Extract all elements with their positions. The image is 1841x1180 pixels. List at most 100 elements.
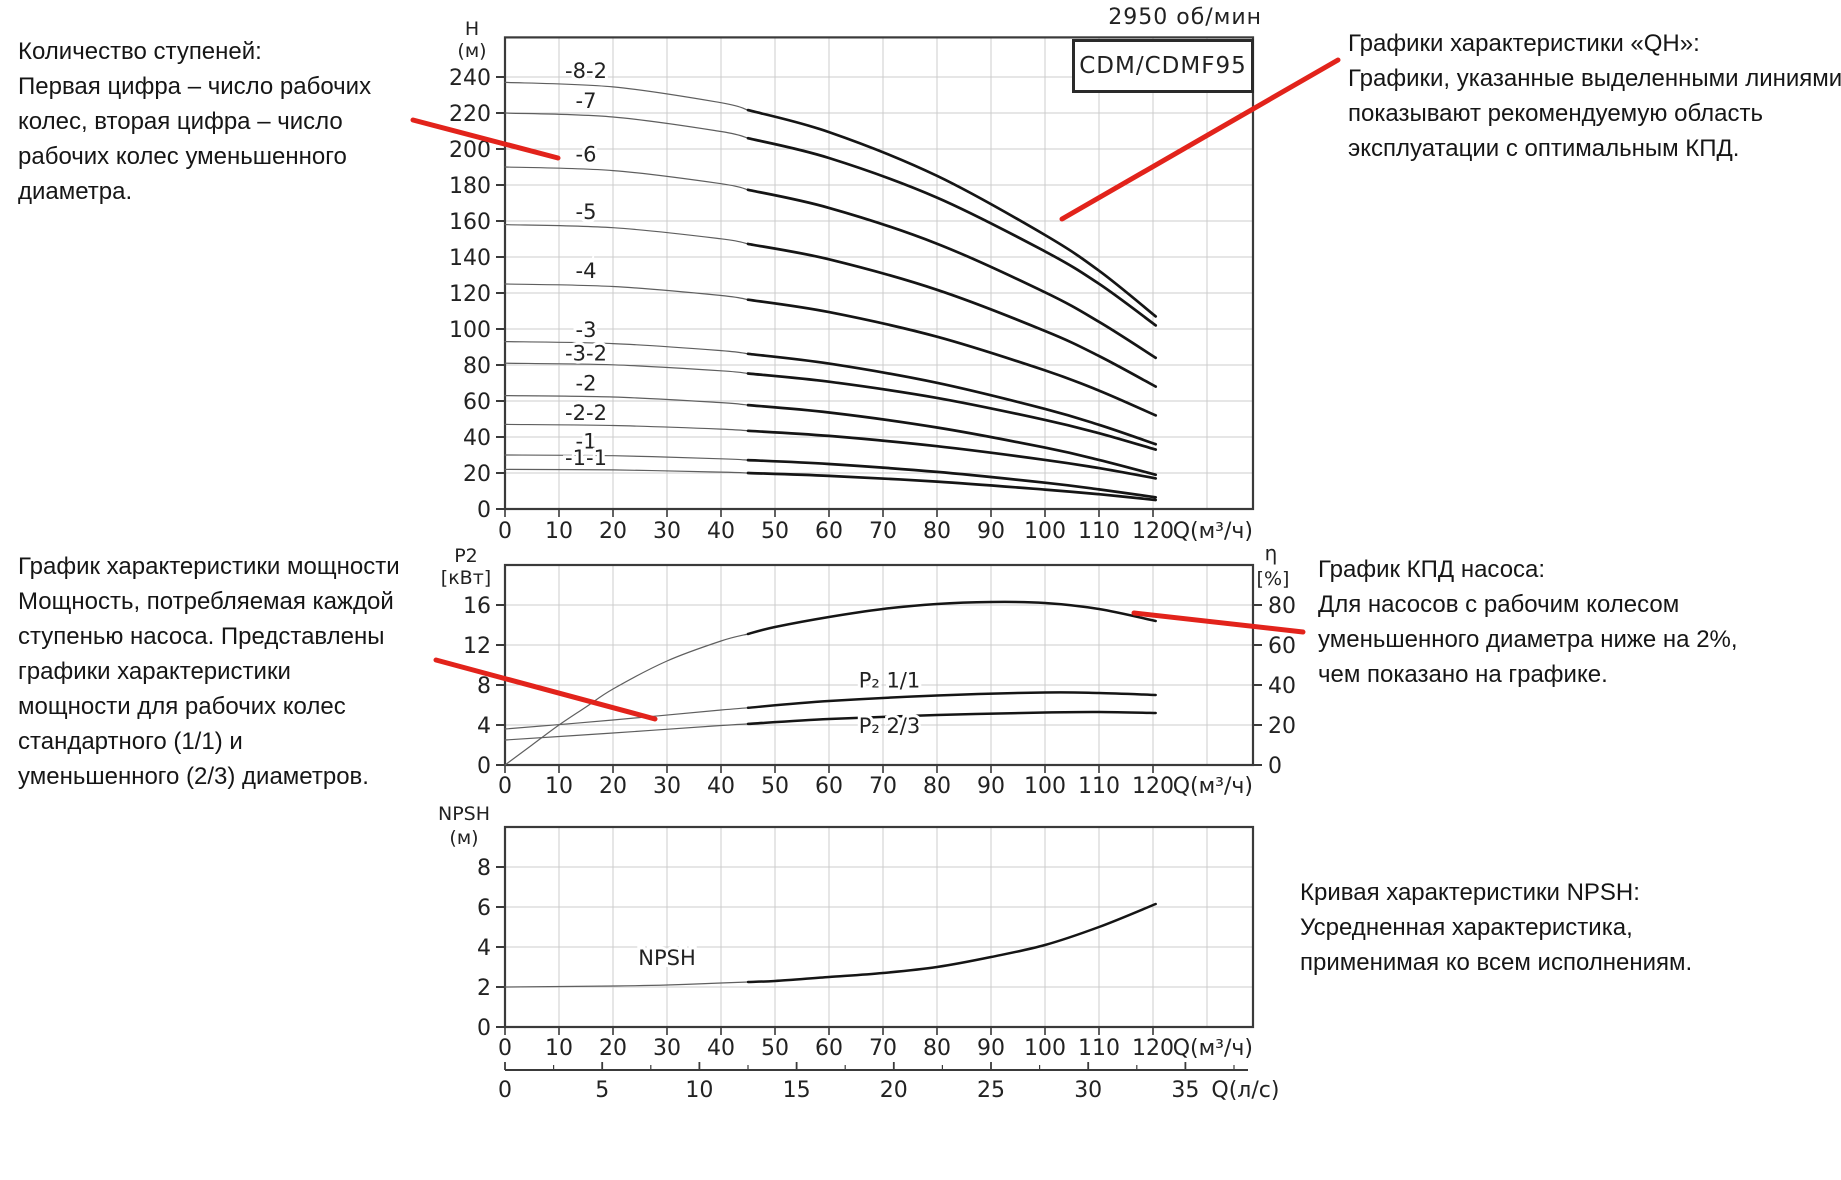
curve-label--7: -7: [576, 89, 597, 113]
ytick-label: 60: [463, 390, 491, 415]
curve-thin--1: [504, 454, 749, 461]
y-axis-unit: (м): [449, 827, 478, 849]
y-axis-unit: (м): [457, 40, 486, 62]
curve-label--1: -1: [576, 430, 597, 454]
annotation-efficiency: График КПД насоса: Для насосов с рабочим…: [1318, 556, 1738, 688]
ytick-label: 8: [477, 674, 491, 699]
curve-label--1-1: -1-1: [565, 446, 607, 470]
xtick-label: 80: [923, 1036, 951, 1061]
lps-axis-title: Q(л/с): [1211, 1078, 1279, 1103]
xtick-label: 50: [761, 1036, 789, 1061]
xtick-label: 0: [498, 519, 512, 544]
ytick-label: 4: [477, 936, 491, 961]
curve-label--3-2: -3-2: [565, 341, 607, 365]
xtick-label: 30: [653, 519, 681, 544]
xtick-label: 10: [545, 774, 573, 799]
xtick-label: 70: [869, 774, 897, 799]
annotation-power: График характеристики мощности Мощность,…: [18, 553, 400, 790]
xtick-label: 60: [815, 1036, 843, 1061]
xtick-label: 90: [977, 774, 1005, 799]
ytick-label: 0: [477, 754, 491, 779]
chart-power-efficiency: [496, 563, 1262, 773]
x-axis-title: Q(м³/ч): [1173, 774, 1253, 799]
curve-thin--7: [504, 112, 749, 139]
curve-η: [746, 600, 1157, 636]
curve--1: [746, 458, 1158, 499]
ytick-label: 0: [477, 1016, 491, 1041]
y-axis-title: P2: [454, 545, 478, 567]
curve-P₂ 1/1: [746, 691, 1157, 710]
curve--2: [746, 403, 1158, 477]
xtick-label: 110: [1078, 774, 1120, 799]
lps-tick-label: 35: [1171, 1078, 1199, 1103]
xtick-label: 90: [977, 1036, 1005, 1061]
power-pointer: [433, 657, 658, 722]
xtick-label: 40: [707, 774, 735, 799]
xtick-label: 50: [761, 774, 789, 799]
ytick-label: 80: [463, 354, 491, 379]
curve-label--5: -5: [576, 200, 597, 224]
xtick-label: 20: [599, 1036, 627, 1061]
eta-tick-label: 20: [1268, 714, 1296, 739]
lps-tick-label: 0: [498, 1078, 512, 1103]
stages-pointer: [410, 117, 561, 161]
plot-border: [503, 825, 1255, 1029]
x-axis-title: Q(м³/ч): [1173, 1036, 1253, 1061]
xtick-label: 120: [1132, 1036, 1174, 1061]
xtick-label: 40: [707, 1036, 735, 1061]
curve-label-P₂ 1/1: P₂ 1/1: [859, 668, 921, 692]
model-badge: CDM/CDMF95: [1072, 39, 1254, 93]
ytick-label: 180: [449, 174, 491, 199]
xtick-label: 80: [923, 519, 951, 544]
ytick-label: 120: [449, 282, 491, 307]
ytick-label: 100: [449, 318, 491, 343]
curve-thin-η: [504, 633, 749, 766]
xtick-label: 110: [1078, 519, 1120, 544]
xtick-label: 120: [1132, 519, 1174, 544]
ytick-label: 140: [449, 246, 491, 271]
xtick-label: 110: [1078, 1036, 1120, 1061]
y-axis-unit: [кВт]: [441, 567, 491, 589]
eta-axis-title: η: [1265, 541, 1278, 565]
curve-thin-P₂ 2/3: [504, 723, 749, 741]
xtick-label: 60: [815, 774, 843, 799]
annotation-qh: Графики характеристики «QH»: Графики, ук…: [1348, 30, 1841, 162]
x-axis-title: Q(м³/ч): [1173, 519, 1253, 544]
curve-thin-NPSH: [504, 981, 749, 988]
annotation-npsh: Кривая характеристики NPSH: Усредненная …: [1300, 879, 1693, 976]
ytick-label: 6: [477, 896, 491, 921]
model-label: CDM/CDMF95: [1079, 53, 1247, 79]
curve-label--8-2: -8-2: [565, 59, 607, 83]
xtick-label: 30: [653, 774, 681, 799]
eta-axis-unit: [%]: [1257, 568, 1290, 590]
xtick-label: 40: [707, 519, 735, 544]
lps-tick-label: 10: [685, 1078, 713, 1103]
xtick-label: 100: [1024, 519, 1066, 544]
curve-thin--6: [504, 166, 749, 191]
xtick-label: 60: [815, 519, 843, 544]
curve-label--6: -6: [576, 143, 597, 167]
chart-npsh: [496, 825, 1255, 1071]
ytick-label: 20: [463, 462, 491, 487]
ytick-label: 200: [449, 138, 491, 163]
ytick-label: 12: [463, 634, 491, 659]
ytick-label: 2: [477, 976, 491, 1001]
efficiency-pointer: [1131, 610, 1306, 635]
lps-tick-label: 20: [880, 1078, 908, 1103]
curve--8-2: [746, 108, 1158, 318]
curve--2-2: [746, 429, 1158, 480]
xtick-label: 20: [599, 774, 627, 799]
curve--5: [746, 242, 1158, 388]
ytick-label: 160: [449, 210, 491, 235]
curve-thin--2: [504, 395, 749, 406]
xtick-label: 50: [761, 519, 789, 544]
lps-tick-label: 15: [783, 1078, 811, 1103]
chart-qh: [496, 36, 1255, 517]
xtick-label: 0: [498, 774, 512, 799]
curve-thin-P₂ 1/1: [504, 707, 749, 730]
curve-label-NPSH: NPSH: [638, 946, 696, 970]
xtick-label: 80: [923, 774, 951, 799]
curve-label--4: -4: [576, 259, 597, 283]
